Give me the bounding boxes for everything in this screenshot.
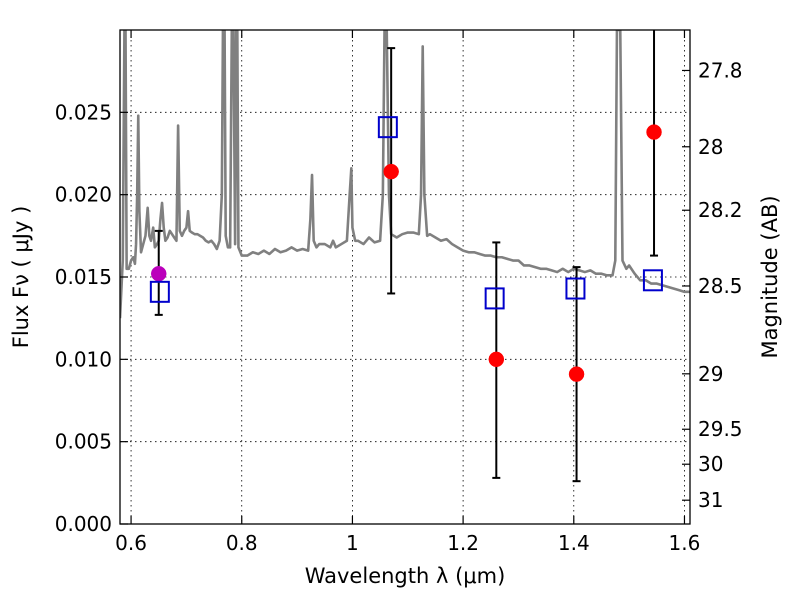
y-axis-title: Flux Fν ( μJy ) [9, 206, 33, 349]
model-bandpass-square [565, 277, 586, 300]
y-tick-label: 0.025 [55, 100, 112, 124]
y-tick-label: 0.015 [55, 265, 112, 289]
y-tick-label: 0.020 [55, 183, 112, 207]
y2-axis-title: Magnitude (AB) [758, 195, 782, 358]
sed-model-line [120, 30, 690, 319]
model-bandpass-square [642, 269, 663, 292]
y-tick-label: 0.005 [55, 430, 112, 454]
observed-point [150, 265, 167, 282]
data-points-layer [149, 116, 663, 382]
x-axis-title: Wavelength λ (μm) [305, 564, 506, 588]
model-bandpass-square [149, 280, 170, 303]
y2-tick-label: 31 [698, 488, 723, 512]
model-bandpass-square [377, 116, 398, 139]
y2-tick-label: 27.8 [698, 58, 743, 82]
observed-point [488, 351, 505, 368]
x-tick-label: 1 [346, 531, 359, 555]
observed-point [383, 163, 399, 180]
x-tick-label: 1.2 [447, 531, 479, 555]
y2-tick-label: 29.5 [698, 417, 743, 441]
y2-tick-label: 29 [698, 362, 723, 386]
x-tick-label: 0.8 [226, 531, 258, 555]
model-bandpass-square [484, 287, 505, 310]
observed-point [646, 124, 662, 140]
y2-tick-label: 28.2 [698, 198, 743, 222]
observed-point [568, 366, 585, 382]
y-tick-label: 0.000 [55, 512, 112, 536]
x-tick-label: 1.4 [558, 531, 590, 555]
plot-frame [119, 29, 691, 525]
y-tick-label: 0.010 [55, 347, 112, 371]
x-tick-label: 0.6 [115, 531, 147, 555]
x-tick-label: 1.6 [669, 531, 701, 555]
y2-tick-label: 30 [698, 452, 723, 476]
ticks-layer: 0.6 0.8 1 1.2 1.4 1.6 0.000 0.005 0.010 0.015 0.02… [55, 30, 743, 555]
y2-tick-label: 28.5 [698, 274, 743, 298]
model-sed-curve-layer [120, 30, 690, 319]
y2-tick-label: 28 [698, 135, 723, 159]
